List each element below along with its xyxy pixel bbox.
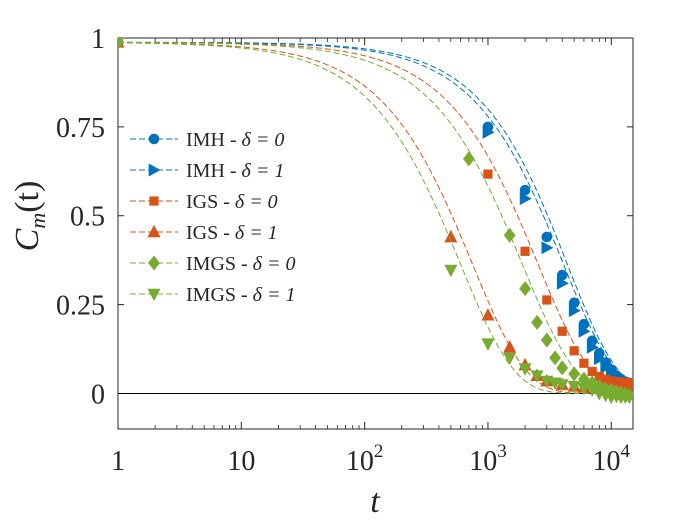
legend-item: IMH - δ = 0 bbox=[130, 129, 284, 151]
x-tick-base: 10 bbox=[469, 446, 497, 477]
y-tick-label: 0 bbox=[91, 379, 105, 410]
x-tick-exponent: 4 bbox=[621, 441, 631, 462]
series-1-point bbox=[594, 352, 606, 366]
series-4-point bbox=[462, 151, 475, 167]
legend-label-prefix: IMH - bbox=[186, 129, 242, 151]
x-tick-labels: 1 10 102 103 104 bbox=[111, 441, 631, 477]
x-tick-exponent: 2 bbox=[374, 441, 384, 462]
y-axis-title-arg: (t) bbox=[9, 181, 46, 213]
series-4-point bbox=[568, 366, 581, 382]
x-tick-label: 10 bbox=[227, 446, 255, 477]
series-5-point bbox=[444, 264, 458, 278]
legend-item: IGS - δ = 1 bbox=[130, 222, 278, 244]
y-axis-title: Cm(t) bbox=[9, 181, 50, 252]
legend-label-eq: δ = 0 bbox=[242, 129, 285, 151]
series-1-point bbox=[482, 125, 495, 139]
legend-label-prefix: IGS - bbox=[186, 222, 235, 244]
series-2-point bbox=[579, 358, 589, 368]
series-2-point bbox=[557, 326, 567, 336]
series-5-point bbox=[622, 391, 633, 405]
series-5-point bbox=[481, 338, 495, 351]
series-4-point bbox=[556, 360, 569, 376]
legend-item: IGS - δ = 0 bbox=[130, 191, 278, 213]
y-tick-labels: 0 0.25 0.5 0.75 1 bbox=[56, 24, 105, 410]
series-5-point bbox=[555, 379, 569, 392]
series-4-curve bbox=[118, 41, 633, 394]
series-4-point bbox=[549, 350, 561, 366]
x-tick-base: 10 bbox=[593, 446, 621, 477]
series-1-point bbox=[578, 324, 591, 338]
legend-marker bbox=[147, 288, 161, 302]
legend-label-prefix: IMGS - bbox=[186, 253, 253, 275]
series-3-point bbox=[503, 340, 517, 353]
legend-label-prefix: IMH - bbox=[186, 160, 242, 182]
legend-label: IMGS - δ = 1 bbox=[186, 284, 295, 306]
series-5-point bbox=[118, 38, 124, 50]
legend-marker bbox=[149, 196, 159, 206]
series-4-point bbox=[503, 227, 516, 243]
y-tick-label: 0.75 bbox=[56, 113, 105, 144]
y-tick-label: 0.25 bbox=[56, 291, 105, 322]
series-2-point bbox=[520, 246, 530, 256]
series-5-curve bbox=[118, 42, 633, 394]
series-5-point bbox=[503, 352, 517, 366]
legend-label-eq: δ = 0 bbox=[253, 253, 296, 275]
series-0-point bbox=[541, 231, 553, 243]
series-2-point bbox=[483, 169, 493, 179]
y-tick-label: 1 bbox=[91, 24, 105, 55]
x-axis-title: t bbox=[370, 483, 381, 520]
x-tick-exponent: 3 bbox=[497, 441, 507, 462]
x-tick-base: 10 bbox=[346, 446, 374, 477]
legend-label-eq: δ = 1 bbox=[242, 160, 285, 182]
legend-label: IMH - δ = 1 bbox=[186, 160, 284, 182]
series-2-point bbox=[542, 295, 552, 305]
series-1-point bbox=[568, 304, 581, 318]
plot-area bbox=[117, 37, 634, 430]
series-1-point bbox=[519, 192, 532, 206]
series-2-point bbox=[569, 346, 579, 356]
legend-marker bbox=[148, 255, 160, 271]
series-5 bbox=[118, 38, 633, 405]
legend-item: IMGS - δ = 1 bbox=[130, 284, 295, 306]
legend-label: IMGS - δ = 0 bbox=[186, 253, 295, 275]
legend-label-prefix: IMGS - bbox=[186, 284, 253, 306]
legend-item: IMH - δ = 1 bbox=[130, 160, 284, 182]
legend-marker bbox=[148, 133, 160, 145]
y-axis-title-main: C bbox=[9, 228, 46, 251]
legend-label-eq: δ = 0 bbox=[235, 191, 278, 213]
y-axis-title-sub: m bbox=[25, 213, 50, 229]
series-1-point bbox=[586, 340, 599, 354]
series-5-point bbox=[567, 381, 581, 394]
legend-label-eq: δ = 1 bbox=[253, 284, 296, 306]
x-tick-label: 102 bbox=[346, 441, 384, 477]
series-4-point bbox=[519, 281, 531, 297]
x-tick-label: 104 bbox=[593, 441, 631, 477]
legend-label: IGS - δ = 1 bbox=[186, 222, 278, 244]
legend-item: IMGS - δ = 0 bbox=[130, 253, 295, 275]
legend-marker bbox=[148, 163, 161, 177]
series-1-point bbox=[556, 276, 569, 290]
series-1-point bbox=[541, 241, 554, 255]
legend-label-prefix: IGS - bbox=[186, 191, 235, 213]
series-3-point bbox=[481, 308, 495, 321]
x-tick-label: 103 bbox=[469, 441, 506, 477]
series-3-point bbox=[444, 229, 458, 243]
series-3-curve bbox=[118, 42, 633, 394]
series-4-point bbox=[540, 332, 553, 348]
series-5-point bbox=[530, 370, 544, 383]
series-4-point bbox=[531, 314, 543, 330]
series-5-point bbox=[518, 363, 532, 376]
legend-label: IMH - δ = 0 bbox=[186, 129, 284, 151]
legend-label-eq: δ = 1 bbox=[235, 222, 278, 244]
legend-label: IGS - δ = 0 bbox=[186, 191, 278, 213]
x-tick-label: 1 bbox=[111, 446, 125, 477]
y-tick-label: 0.5 bbox=[70, 202, 105, 233]
plot-frame bbox=[117, 37, 634, 430]
legend-marker bbox=[147, 224, 161, 238]
